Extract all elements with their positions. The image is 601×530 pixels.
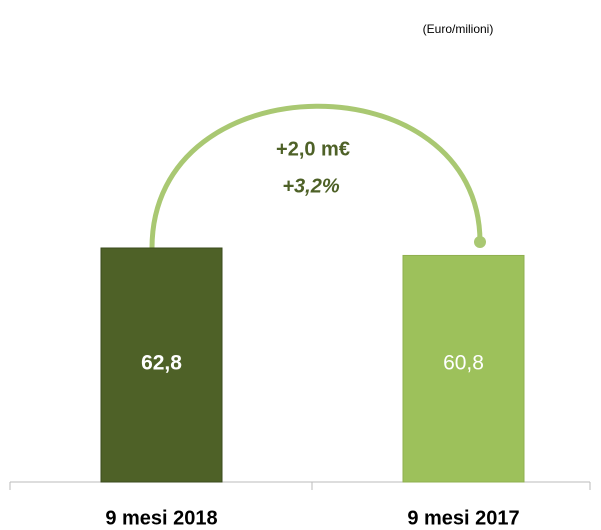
x-tick-label: 9 mesi 2017 (407, 507, 519, 529)
chart-subtitle: (Euro/milioni) (423, 22, 494, 36)
value-label: 62,8 (141, 352, 182, 375)
change-arc (149, 103, 483, 249)
x-tick-label: 9 mesi 2018 (105, 507, 217, 529)
bar (402, 254, 525, 483)
arc-end-dot (474, 236, 486, 248)
change-absolute: +2,0 m€ (276, 138, 350, 160)
value-label: 60,8 (443, 352, 484, 375)
bar (100, 247, 223, 483)
change-percent: +3,2% (282, 175, 339, 197)
